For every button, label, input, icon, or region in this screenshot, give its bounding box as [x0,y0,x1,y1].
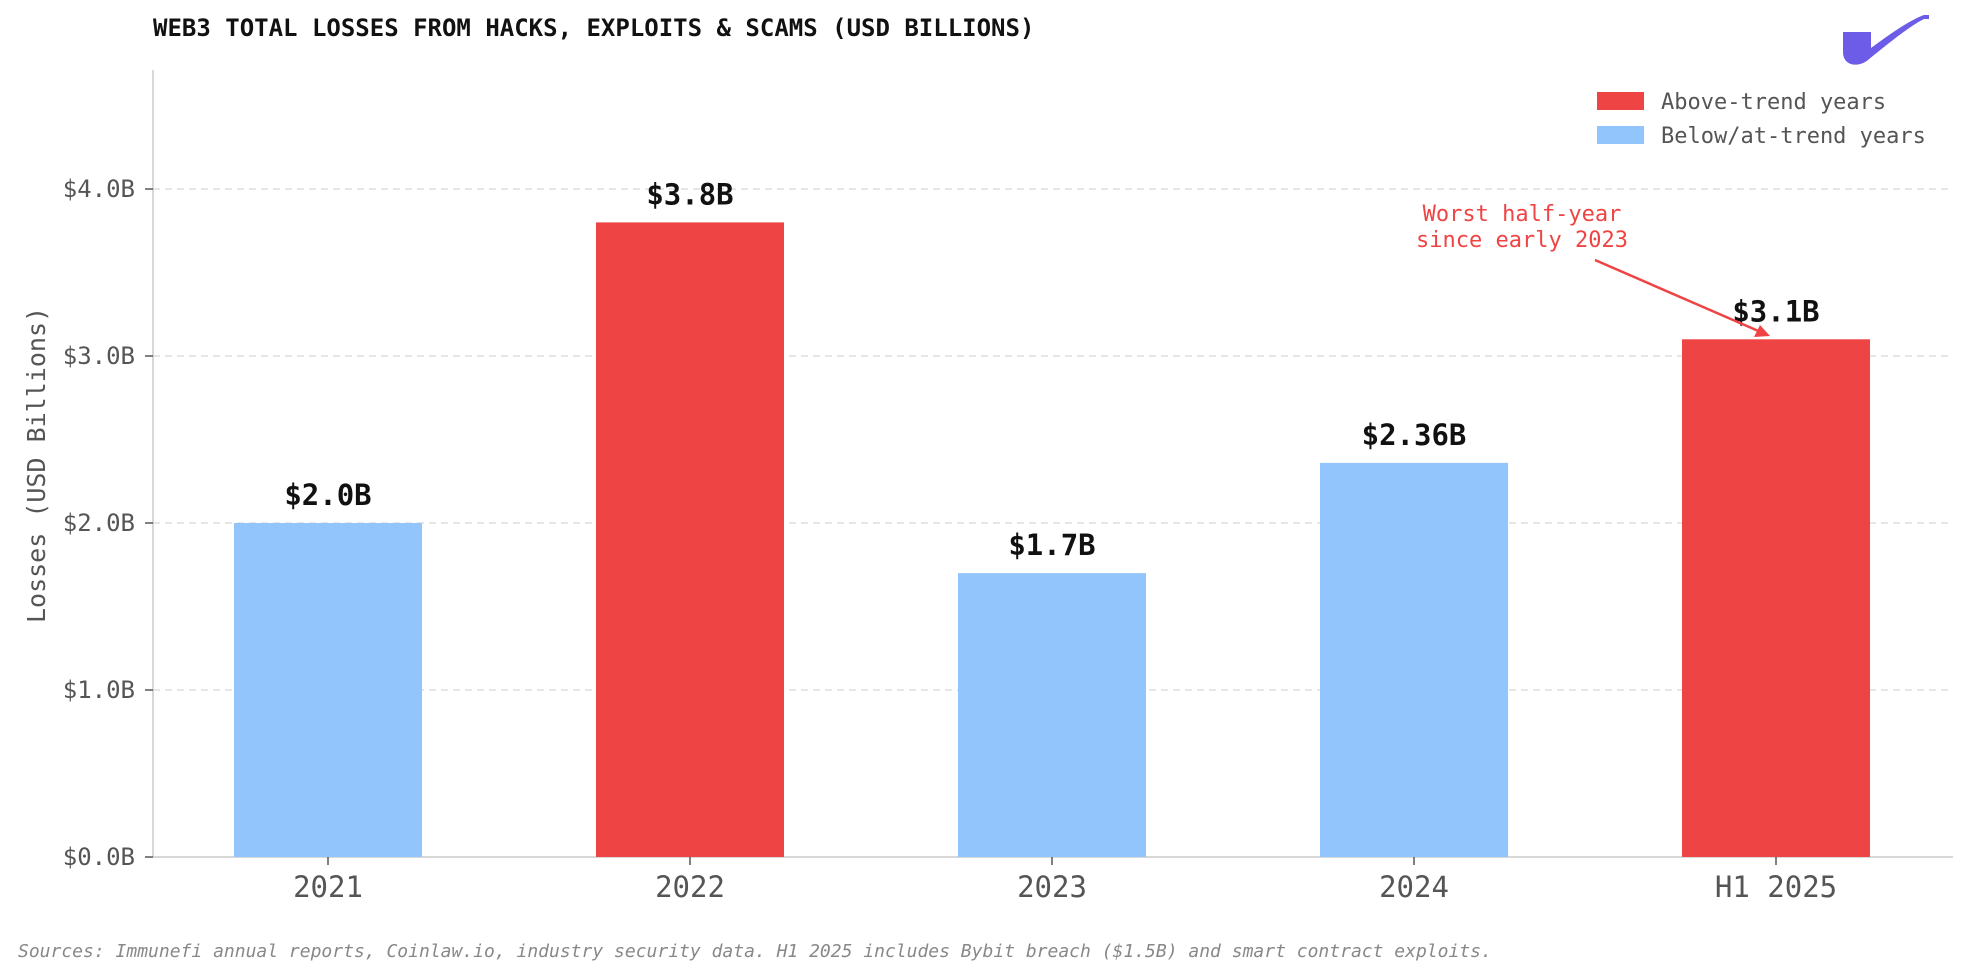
annotation: Worst half-year since early 2023 [1416,202,1770,337]
annotation-arrowhead-icon [1754,325,1770,337]
bar [1320,462,1508,857]
x-tick-label: 2023 [1017,870,1087,904]
bar [1682,339,1870,857]
y-tick-label: $0.0B [63,843,135,871]
y-tick-label: $4.0B [63,175,135,203]
legend-label-below: Below/at-trend years [1661,124,1926,149]
bar [596,222,784,857]
legend-swatch-below [1597,126,1644,144]
x-tick-label: 2022 [655,870,725,904]
annotation-line-2: since early 2023 [1416,228,1628,253]
x-tick-label: 2021 [293,870,363,904]
footnote: Sources: Immunefi annual reports, Coinla… [18,941,1492,962]
y-axis-label: Losses (USD Billions) [22,307,51,623]
x-ticks: 2021 2022 2023 2024 H1 2025 [293,857,1837,904]
legend-swatch-above [1597,92,1644,110]
data-label: $2.36B [1362,418,1467,452]
x-tick-label: 2024 [1379,870,1449,904]
y-ticks: $0.0B $1.0B $2.0B $3.0B $4.0B [63,175,153,871]
legend-label-above: Above-trend years [1661,90,1886,115]
bar [234,523,422,857]
annotation-line-1: Worst half-year [1423,202,1622,227]
bars [234,222,1870,857]
x-tick-label: H1 2025 [1715,870,1837,904]
data-label: $2.0B [284,478,371,512]
y-tick-label: $1.0B [63,676,135,704]
legend: Above-trend years Below/at-trend years [1597,90,1926,149]
annotation-arrow [1594,258,1764,335]
data-label: $3.8B [646,177,733,211]
data-labels: $2.0B $3.8B $1.7B $2.36B $3.1B [284,177,1819,562]
checkmark-swoosh-logo-icon [1843,15,1929,65]
chart-title: WEB3 TOTAL LOSSES FROM HACKS, EXPLOITS &… [153,14,1034,42]
bar [958,573,1146,857]
data-label: $3.1B [1732,294,1819,328]
y-tick-label: $3.0B [63,342,135,370]
y-tick-label: $2.0B [63,509,135,537]
data-label: $1.7B [1008,528,1095,562]
